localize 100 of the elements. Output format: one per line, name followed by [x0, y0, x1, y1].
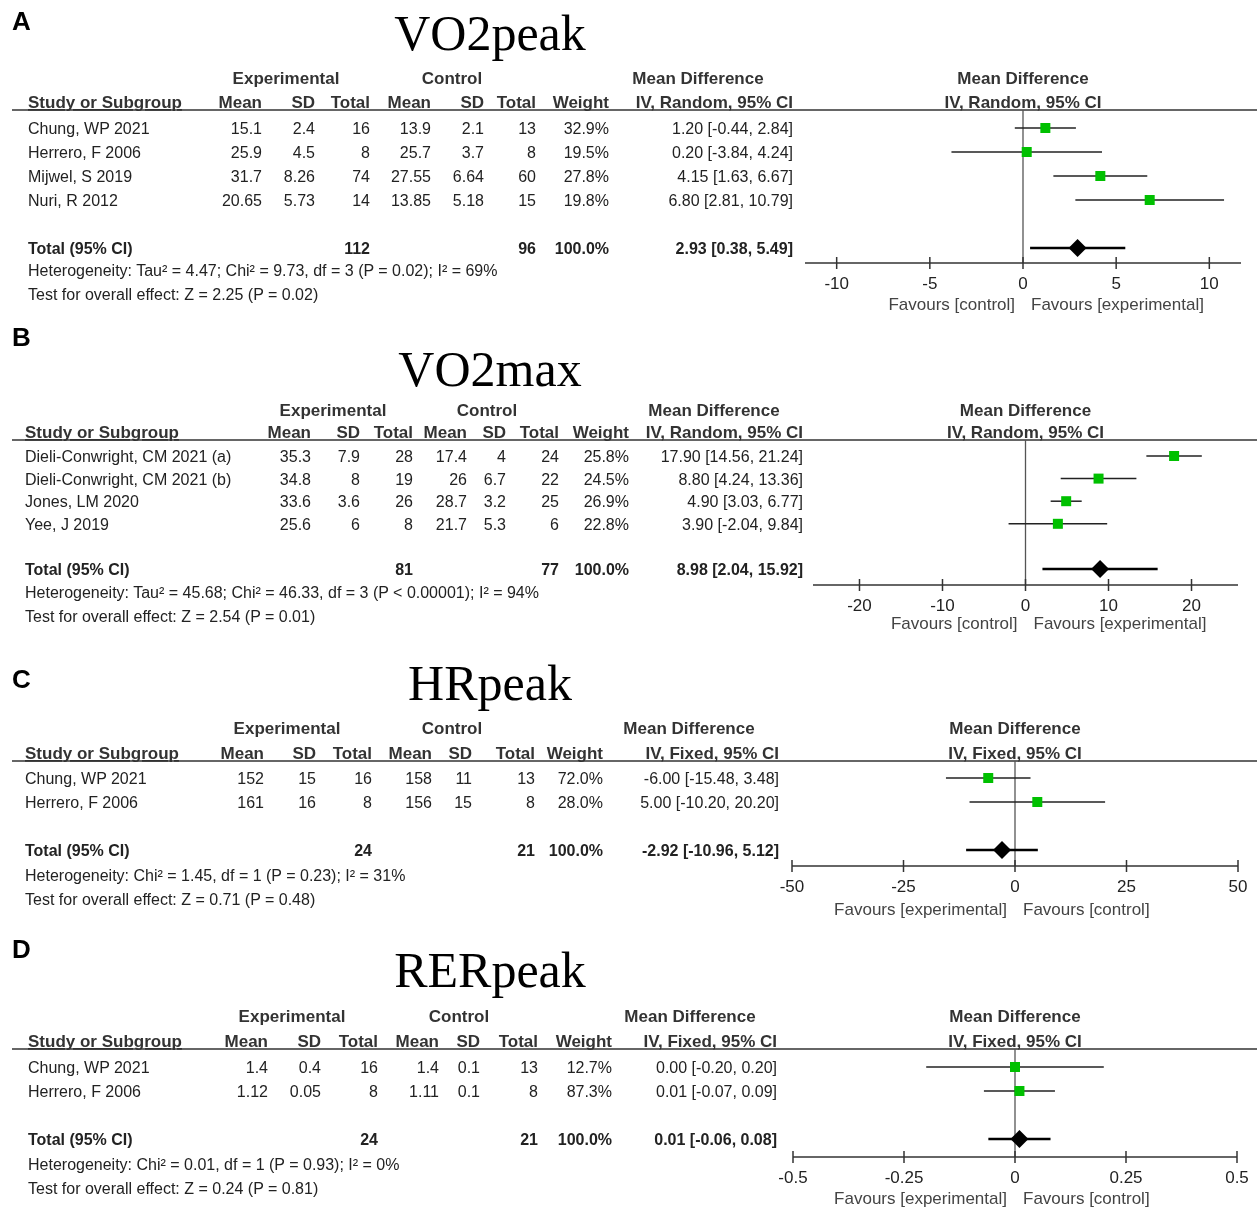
text: 100.0% — [548, 842, 603, 859]
text: 8 — [526, 794, 535, 811]
text: 16 — [298, 794, 316, 811]
text: Experimental — [232, 69, 340, 88]
text: Mean Difference — [959, 401, 1092, 420]
text: 0.01 [-0.07, 0.09] — [656, 1083, 777, 1100]
text: 2.93 [0.38, 5.49] — [675, 240, 793, 257]
point — [1068, 239, 1087, 257]
text: D — [12, 934, 31, 964]
text: 25 — [541, 493, 559, 511]
x-tick-label: -10 — [930, 596, 955, 615]
text: 25.7 — [399, 144, 431, 161]
x-tick-label: 10 — [1199, 274, 1219, 293]
text: 16 — [352, 120, 370, 137]
text: 26 — [395, 493, 413, 511]
x-tick-label: 25 — [1117, 877, 1136, 896]
category-label: Nuri, R 2012 — [28, 192, 118, 209]
text: Mean Difference — [632, 69, 764, 88]
text: 15 — [298, 770, 316, 787]
text: 19.8% — [563, 192, 609, 209]
category-label: Mean — [395, 1032, 439, 1051]
text: 1.4 — [416, 1059, 439, 1076]
text: 4 — [497, 448, 506, 465]
text: 15 — [454, 794, 472, 811]
category-label: Mean — [218, 93, 262, 112]
text: 17.4 — [435, 448, 467, 465]
text: 11 — [455, 770, 472, 787]
category-label: Total — [338, 1032, 378, 1051]
category-label: Total (95% CI) — [28, 240, 133, 257]
category-label: Total (95% CI) — [28, 1131, 133, 1148]
text: 6 — [550, 515, 559, 533]
category-label: IV, Random, 95% CI — [645, 423, 803, 442]
text: 156 — [405, 794, 432, 811]
x-tick-label: -10 — [824, 274, 849, 293]
text: 1.11 — [409, 1083, 439, 1100]
text: HRpeak — [408, 655, 572, 711]
text: 100.0% — [574, 561, 629, 578]
text: Favours [control] — [1023, 1189, 1150, 1208]
text: 21.7 — [435, 515, 467, 533]
x-tick-label: 0.25 — [1109, 1168, 1143, 1187]
category-label: Total — [495, 744, 535, 763]
category-label: Mean — [220, 744, 264, 763]
text: Heterogeneity: Chi² = 1.45, df = 1 (P = 0.23); I² = 31% — [25, 867, 406, 884]
text: 20.65 — [221, 192, 262, 209]
text: 27.8% — [563, 168, 609, 185]
text: Heterogeneity: Chi² = 0.01, df = 1 (P = 0.93); I² = 0% — [28, 1156, 400, 1173]
x-tick-label: -0.25 — [884, 1168, 924, 1187]
text: 3.2 — [483, 493, 506, 511]
text: RERpeak — [394, 942, 586, 998]
category-label: Chung, WP 2021 — [25, 770, 147, 787]
category-label: Jones, LM 2020 — [25, 493, 139, 511]
text: 33.6 — [279, 493, 311, 511]
category-label: Total — [332, 744, 372, 763]
category-label: Total — [496, 93, 536, 112]
text: 6.64 — [452, 168, 484, 185]
category-label: Mean — [423, 423, 467, 442]
point — [1091, 560, 1110, 578]
text: B — [12, 322, 31, 352]
point — [1052, 518, 1063, 529]
x-tick-label: 20 — [1182, 596, 1201, 615]
category-label: Total — [519, 423, 559, 442]
text: 72.0% — [557, 770, 603, 787]
text: C — [12, 664, 31, 694]
text: Study or Subgroup — [28, 93, 182, 112]
text: 13 — [520, 1059, 538, 1076]
text: 8 — [527, 144, 536, 161]
text: 1.4 — [245, 1059, 268, 1076]
text: 158 — [405, 770, 432, 787]
x-tick-label: 0 — [1020, 596, 1031, 615]
text: Study or Subgroup — [25, 744, 179, 763]
text: Mean Difference — [648, 401, 780, 420]
text: Control — [421, 719, 483, 738]
text: 4.5 — [292, 144, 315, 161]
text: 152 — [237, 770, 264, 787]
text: 1.12 — [236, 1083, 268, 1100]
text: 28.7 — [435, 493, 467, 511]
x-tick-label: 0 — [1010, 1168, 1020, 1187]
category-label: Mijwel, S 2019 — [28, 168, 133, 185]
point — [1169, 451, 1180, 461]
text: Study or Subgroup — [28, 1032, 182, 1051]
annotation: IV, Random, 95% CI — [944, 93, 1102, 112]
text: 24 — [541, 448, 559, 465]
text: Test for overall effect: Z = 0.71 (P = 0.48) — [25, 891, 316, 908]
text: 15.1 — [230, 120, 262, 137]
text: 4.90 [3.03, 6.77] — [687, 493, 803, 511]
text: Test for overall effect: Z = 2.25 (P = 0.02) — [28, 286, 319, 303]
text: 7.9 — [337, 448, 360, 465]
text: 5.18 — [452, 192, 484, 209]
point — [1040, 123, 1051, 133]
category-label: SD — [291, 93, 315, 112]
annotation: IV, Fixed, 95% CI — [948, 744, 1082, 763]
x-tick-label: 5 — [1111, 274, 1121, 293]
text: 5.73 — [283, 192, 315, 209]
text: 0.1 — [457, 1059, 480, 1076]
text: 14 — [352, 192, 370, 209]
text: 6.80 [2.81, 10.79] — [668, 192, 793, 209]
text: 8.80 [4.24, 13.36] — [678, 470, 803, 488]
text: 17.90 [14.56, 21.24] — [660, 448, 803, 465]
x-tick-label: -0.5 — [778, 1168, 808, 1187]
category-label: Yee, J 2019 — [25, 515, 109, 533]
